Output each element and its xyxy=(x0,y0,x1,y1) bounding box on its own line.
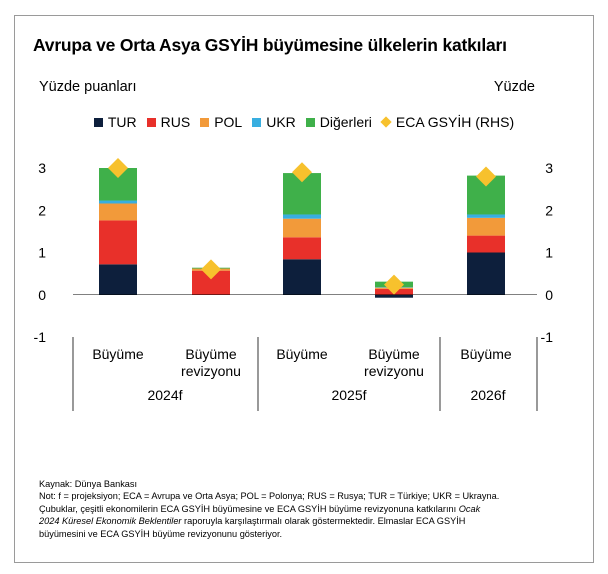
group-label-2025f: 2025f xyxy=(331,387,366,403)
bar-tur-2 xyxy=(283,259,321,295)
legend-swatch-pol xyxy=(200,117,210,127)
category-label-1-1: revizyonu xyxy=(181,363,241,379)
bar-ukr-4 xyxy=(467,214,505,218)
bar-rus-0 xyxy=(99,220,137,265)
legend-label-rus: RUS xyxy=(160,114,191,130)
y-tick-left-3: 3 xyxy=(38,160,46,176)
y-tick-left-0: 0 xyxy=(38,287,46,303)
bar-ukr-2 xyxy=(283,214,321,219)
y-tick-right-1: 1 xyxy=(545,245,553,261)
group-label-2024f: 2024f xyxy=(147,387,182,403)
chart-title: Avrupa ve Orta Asya GSYİH büyümesine ülk… xyxy=(33,35,507,55)
legend-label-pol: POL xyxy=(214,114,243,130)
y-tick-left--1: -1 xyxy=(34,329,47,345)
legend-swatch-ukr xyxy=(252,117,262,127)
bar-rus-2 xyxy=(283,237,321,260)
category-label-2-0: Büyüme xyxy=(276,346,328,362)
legend-item-ukr: UKR xyxy=(252,114,296,130)
bar-ukr-0 xyxy=(99,200,137,204)
category-label-0-0: Büyüme xyxy=(92,346,144,362)
figure-frame xyxy=(14,15,594,563)
note-line-1: Not: f = projeksiyon; ECA = Avrupa ve Or… xyxy=(39,491,500,502)
y-tick-right--1: -1 xyxy=(541,329,554,345)
y-tick-left-1: 1 xyxy=(38,245,46,261)
group-label-2026f: 2026f xyxy=(470,387,505,403)
legend-label-others: Diğerleri xyxy=(319,114,372,130)
category-label-3-0: Büyüme xyxy=(368,346,420,362)
bar-rus-4 xyxy=(467,235,505,253)
left-axis-title: Yüzde puanları xyxy=(39,79,137,95)
bar-pol-0 xyxy=(99,203,137,221)
note-line-2: Çubuklar, çeşitli ekonomilerin ECA GSYİH… xyxy=(39,503,579,515)
y-tick-right-3: 3 xyxy=(545,160,553,176)
legend-item-pol: POL xyxy=(200,114,242,130)
bar-pol-2 xyxy=(283,218,321,238)
y-tick-right-2: 2 xyxy=(545,202,553,218)
category-label-4-0: Büyüme xyxy=(460,346,512,362)
bar-pol-4 xyxy=(467,217,505,236)
legend-item-tur: TUR xyxy=(93,114,137,130)
legend-swatch-rus xyxy=(146,117,156,127)
note-line-3: 2024 Küresel Ekonomik Beklentiler raporu… xyxy=(39,515,579,527)
eca-gdp-diamond-0 xyxy=(108,158,128,178)
note-line-4: büyümesini ve ECA GSYİH büyüme revizyonu… xyxy=(39,528,283,539)
notes: Kaynak: Dünya Bankası Not: f = projeksiy… xyxy=(39,478,579,540)
y-tick-left-2: 2 xyxy=(38,202,46,218)
legend: TUR RUS POL UKR Diğerleri ECA GSYİH (RHS… xyxy=(0,114,608,130)
eca-gdp-diamond-1 xyxy=(201,259,221,280)
y-tick-right-0: 0 xyxy=(545,287,553,303)
note-line-2-text: Çubuklar, çeşitli ekonomilerin ECA GSYİH… xyxy=(39,503,457,514)
category-label-3-1: revizyonu xyxy=(364,363,424,379)
legend-item-rus: RUS xyxy=(146,114,191,130)
eca-gdp-diamond-4 xyxy=(476,166,496,187)
eca-gdp-diamond-2 xyxy=(292,162,312,183)
legend-swatch-others xyxy=(305,117,315,127)
legend-label-eca-gdp: ECA GSYİH (RHS) xyxy=(395,114,515,130)
right-axis-title: Yüzde xyxy=(493,79,535,95)
legend-label-tur: TUR xyxy=(107,114,137,130)
note-line-3-text: raporuyla karşılaştırmalı olarak gösterm… xyxy=(184,516,466,527)
note-line-3-italic: 2024 Küresel Ekonomik Beklentiler xyxy=(39,516,182,527)
legend-item-others: Diğerleri xyxy=(305,114,372,130)
category-label-1-0: Büyüme xyxy=(185,346,237,362)
source-note: Kaynak: Dünya Bankası xyxy=(39,479,138,489)
bar-tur-3 xyxy=(375,294,413,298)
bar-tur-4 xyxy=(467,252,505,295)
note-line-2-italic: Ocak xyxy=(458,503,481,514)
bar-tur-0 xyxy=(99,264,137,295)
legend-swatch-tur xyxy=(93,117,103,127)
eca-gdp-diamond-3 xyxy=(384,274,404,295)
legend-item-eca-gdp: ECA GSYİH (RHS) xyxy=(380,114,515,130)
legend-label-ukr: UKR xyxy=(266,114,296,130)
